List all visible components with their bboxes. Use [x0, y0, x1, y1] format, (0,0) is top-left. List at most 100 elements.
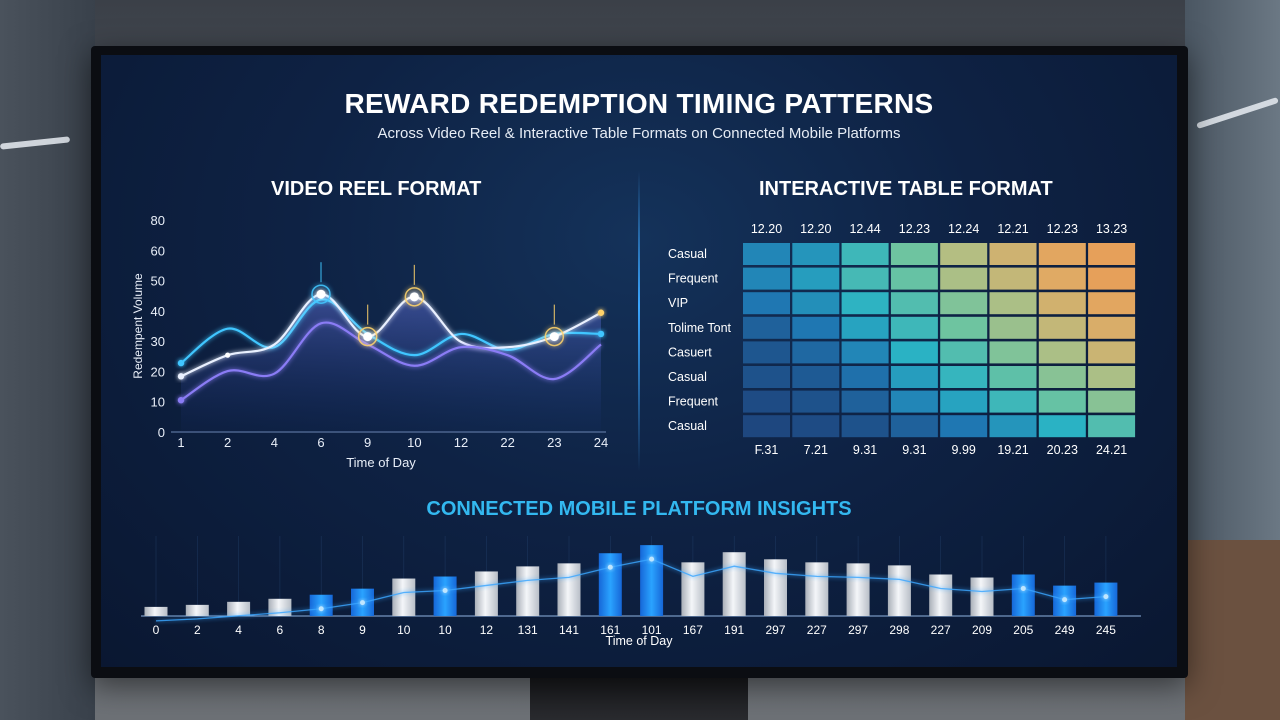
x-tick-label: 2: [224, 435, 231, 450]
column-top-label: 12.21: [997, 222, 1028, 236]
platform-insights-bar-chart: 0 2 4 6 8 9 10 10 12 131 141 161 101 167 191 297 227 297 2…: [141, 536, 1141, 648]
heatmap-cell: [1088, 341, 1136, 364]
trend-point: [1062, 597, 1068, 603]
heatmap-cell: [1088, 267, 1136, 290]
heatmap-cell: [841, 292, 889, 315]
heatmap-cell: [890, 341, 938, 364]
heatmap-cell: [989, 415, 1037, 438]
bar: [929, 574, 953, 616]
heatmap-cell: [743, 366, 790, 388]
y-tick-label: 0: [158, 425, 165, 440]
x-tick-label: 297: [765, 623, 785, 637]
x-tick-label: 131: [518, 623, 538, 637]
column-bottom-label: 20.23: [1047, 443, 1078, 457]
x-tick-label: 167: [683, 623, 703, 637]
heatmap-cell: [989, 366, 1037, 388]
heatmap-cell: [743, 415, 790, 438]
bar: [640, 545, 664, 616]
x-tick-label: 205: [1013, 623, 1033, 637]
x-tick-label: 227: [807, 623, 827, 637]
heatmap-cell: [1088, 292, 1136, 315]
x-tick-label: 10: [397, 623, 411, 637]
trend-point: [442, 588, 448, 594]
heatmap-cell: [1038, 243, 1086, 265]
section-divider: [638, 171, 640, 471]
x-tick-label: 9: [359, 623, 366, 637]
row-label: Tolime Tont: [668, 321, 732, 335]
x-tick-label: 12: [480, 623, 494, 637]
column-bottom-label: 7.21: [804, 443, 828, 457]
heatmap-cell: [1038, 292, 1086, 315]
interactive-table-heatmap: 12.20 12.20 12.44 12.23 12.24 12.21 12.23 13.23…: [668, 222, 1136, 457]
data-point: [225, 352, 231, 358]
heatmap-cell: [841, 267, 889, 290]
heatmap-cell: [792, 415, 840, 438]
trend-point: [607, 564, 613, 570]
series-line: [180, 293, 602, 378]
bar: [392, 578, 416, 616]
x-tick-label: 141: [559, 623, 579, 637]
x-tick-label: 101: [642, 623, 662, 637]
insights-title: CONNECTED MOBILE PLATFORM INSIGHTS: [426, 498, 852, 520]
heatmap-cell: [989, 292, 1037, 315]
bar: [805, 562, 829, 616]
heatmap-cell: [890, 267, 938, 290]
heatmap-cell: [1038, 415, 1086, 438]
heatmap-cell: [743, 292, 790, 315]
heatmap-cell: [743, 267, 790, 290]
y-tick-label: 10: [151, 395, 165, 410]
heatmap-cell: [940, 415, 988, 438]
x-tick-label: 2: [194, 623, 201, 637]
column-bottom-label: 9.31: [902, 443, 926, 457]
x-tick-label: 297: [848, 623, 868, 637]
highlight-marker: [357, 304, 378, 347]
x-tick-label: 6: [277, 623, 284, 637]
heatmap-cell: [989, 243, 1037, 265]
bar: [516, 566, 540, 616]
column-bottom-label: 24.21: [1096, 443, 1127, 457]
column-top-label: 12.24: [948, 222, 979, 236]
x-tick-label: 249: [1055, 623, 1075, 637]
y-tick-label: 30: [151, 334, 165, 349]
bar: [557, 563, 581, 616]
highlight-marker: [311, 262, 331, 304]
x-tick-label: 4: [271, 435, 278, 450]
column-top-label: 12.20: [800, 222, 831, 236]
x-tick-label: 22: [500, 435, 514, 450]
heatmap-cell: [1038, 341, 1086, 364]
heatmap-cell: [890, 316, 938, 339]
x-tick-label: 161: [600, 623, 620, 637]
heatmap-cell: [841, 366, 889, 388]
heatmap-cell: [940, 292, 988, 315]
bar: [887, 565, 911, 616]
x-tick-label: 12: [454, 435, 468, 450]
y-tick-label: 80: [151, 213, 165, 228]
heatmap-cell: [1088, 415, 1136, 438]
heatmap-cell: [989, 390, 1037, 413]
dashboard-title: REWARD REDEMPTION TIMING PATTERNS: [344, 88, 934, 119]
heatmap-cell: [1088, 243, 1136, 265]
heatmap-cell: [989, 316, 1037, 339]
column-top-label: 13.23: [1096, 222, 1127, 236]
heatmap-cell: [1038, 316, 1086, 339]
heatmap-cell: [989, 341, 1037, 364]
bar: [309, 594, 333, 616]
series-end-point: [597, 309, 605, 316]
heatmap-cell: [841, 243, 889, 265]
dashboard-screen: REWARD REDEMPTION TIMING PATTERNS Across…: [101, 55, 1177, 667]
bar: [722, 552, 746, 616]
area-fill: [181, 294, 601, 432]
heatmap-cell: [743, 390, 790, 413]
heatmap-cell: [792, 341, 840, 364]
bar: [474, 571, 498, 616]
trend-point: [318, 606, 324, 612]
heatmap-cell: [792, 316, 840, 339]
heatmap-cell: [890, 243, 938, 265]
column-bottom-label: 9.99: [952, 443, 976, 457]
x-tick-label: 10: [438, 623, 452, 637]
heatmap-cell: [890, 292, 938, 315]
y-tick-label: 20: [151, 364, 165, 379]
heatmap-cell: [940, 366, 988, 388]
heatmap-cell: [841, 415, 889, 438]
y-tick-label: 40: [151, 304, 165, 319]
